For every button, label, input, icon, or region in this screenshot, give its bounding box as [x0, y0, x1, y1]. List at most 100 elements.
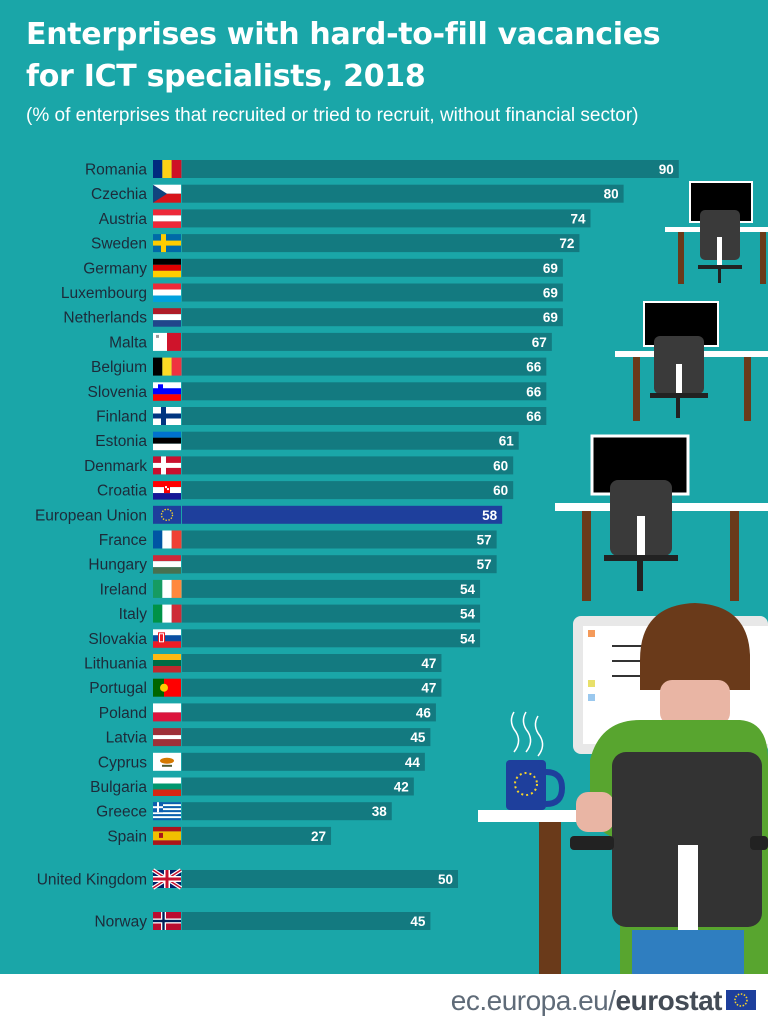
- bar: [182, 604, 481, 623]
- data-label: 47: [421, 656, 436, 671]
- office-desk-icon: [555, 434, 768, 601]
- bar: [182, 407, 547, 425]
- chart-row-hungary: Hungary 57: [88, 555, 497, 574]
- bulgaria-flag-icon: [153, 777, 181, 796]
- footer-brand: eurostat: [615, 985, 723, 1016]
- estonia-flag-icon: [153, 431, 181, 451]
- chart-row-latvia: Latvia 45: [106, 728, 431, 747]
- romania-flag-icon: [153, 160, 182, 178]
- data-label: 44: [405, 755, 421, 770]
- category-label: Estonia: [95, 433, 147, 450]
- bar: [182, 160, 679, 178]
- data-label: 69: [543, 261, 558, 276]
- data-label: 72: [559, 236, 574, 251]
- chart-row-greece: Greece 38: [96, 802, 392, 821]
- data-label: 61: [499, 434, 515, 449]
- bar: [182, 555, 497, 574]
- data-label: 58: [482, 508, 498, 523]
- chart-row-cyprus: Cyprus 44: [98, 752, 425, 771]
- data-label: 47: [421, 681, 436, 696]
- office-desk-icon: [615, 301, 768, 421]
- category-label: Croatia: [97, 483, 147, 500]
- category-label: Malta: [109, 334, 147, 351]
- data-label: 66: [526, 360, 542, 375]
- category-label: Italy: [119, 606, 148, 623]
- portugal-flag-icon: [153, 678, 181, 697]
- chart-row-denmark: Denmark 60: [84, 456, 514, 475]
- chart-row-austria: Austria 74: [99, 209, 591, 228]
- poland-flag-icon: [153, 703, 181, 722]
- ireland-flag-icon: [153, 579, 182, 598]
- category-label: United Kingdom: [37, 872, 147, 889]
- chart-row-netherlands: Netherlands 69: [63, 308, 563, 327]
- title-line-2: for ICT specialists, 2018: [26, 59, 426, 94]
- slovenia-flag-icon: [153, 382, 181, 401]
- data-label: 50: [438, 872, 453, 887]
- bar: [182, 870, 458, 888]
- data-label: 66: [526, 384, 542, 399]
- chart-row-germany: Germany 69: [83, 258, 563, 278]
- category-label: Poland: [99, 705, 147, 722]
- category-label: Austria: [99, 211, 148, 228]
- footer: ec.europa.eu/eurostat: [0, 974, 768, 1024]
- bar: [182, 703, 436, 722]
- denmark-flag-icon: [153, 456, 181, 475]
- bar: [182, 912, 431, 930]
- data-label: 60: [493, 458, 508, 473]
- bar: [182, 234, 580, 253]
- office-desk-icon: [665, 181, 768, 284]
- hungary-flag-icon: [153, 555, 181, 574]
- greece-flag-icon: [153, 802, 181, 821]
- category-label: Romania: [85, 162, 147, 179]
- chart-row-portugal: Portugal 47: [89, 678, 442, 697]
- chart-row-croatia: Croatia 60: [97, 481, 514, 500]
- netherlands-flag-icon: [153, 308, 181, 327]
- latvia-flag-icon: [153, 728, 181, 747]
- bar: [182, 209, 591, 228]
- chart-row-ireland: Ireland 54: [100, 579, 481, 598]
- category-label: Bulgaria: [90, 779, 147, 796]
- category-label: Lithuania: [84, 656, 147, 673]
- germany-flag-icon: [153, 258, 181, 278]
- data-label: 45: [410, 914, 426, 929]
- data-label: 57: [477, 533, 492, 548]
- category-label: Sweden: [91, 236, 147, 253]
- bar-chart: Romania 90 Czechia 80 Austria 74 Sweden 72 Germa…: [35, 160, 679, 931]
- bar: [182, 283, 563, 302]
- chart-row-spain: Spain 27: [107, 826, 332, 845]
- footer-source[interactable]: ec.europa.eu/eurostat: [450, 985, 723, 1016]
- belgium-flag-icon: [153, 357, 182, 376]
- spain-flag-icon: [153, 826, 181, 845]
- bar: [182, 802, 392, 821]
- category-label: Slovakia: [88, 631, 147, 648]
- chart-row-slovenia: Slovenia 66: [88, 382, 547, 401]
- data-label: 54: [460, 582, 476, 597]
- bar: [182, 481, 514, 500]
- footer-site: ec.europa.eu/: [450, 985, 616, 1016]
- category-label: Slovenia: [88, 384, 148, 401]
- chart-row-romania: Romania 90: [85, 160, 679, 179]
- data-label: 27: [311, 829, 326, 844]
- chart-row-finland: Finland 66: [96, 407, 547, 426]
- bar: [182, 654, 442, 672]
- slovakia-flag-icon: [153, 629, 181, 648]
- data-label: 80: [604, 187, 619, 202]
- chart-row-luxembourg: Luxembourg 69: [61, 283, 563, 302]
- bar: [182, 308, 563, 327]
- data-label: 60: [493, 483, 508, 498]
- category-label: Ireland: [100, 581, 147, 598]
- bar: [182, 505, 503, 524]
- chart-subtitle: (% of enterprises that recruited or trie…: [26, 105, 639, 126]
- category-label: Latvia: [106, 730, 148, 747]
- chart-row-norway: Norway 45: [94, 912, 431, 931]
- category-label: Belgium: [91, 359, 147, 376]
- data-label: 67: [532, 335, 547, 350]
- office-illustration: [478, 181, 768, 974]
- bar: [182, 629, 481, 648]
- chart-row-united-kingdom: United Kingdom 50: [37, 868, 458, 890]
- category-label: Finland: [96, 409, 147, 426]
- chart-row-sweden: Sweden 72: [91, 234, 580, 253]
- category-label: Norway: [94, 914, 147, 931]
- austria-flag-icon: [153, 209, 181, 228]
